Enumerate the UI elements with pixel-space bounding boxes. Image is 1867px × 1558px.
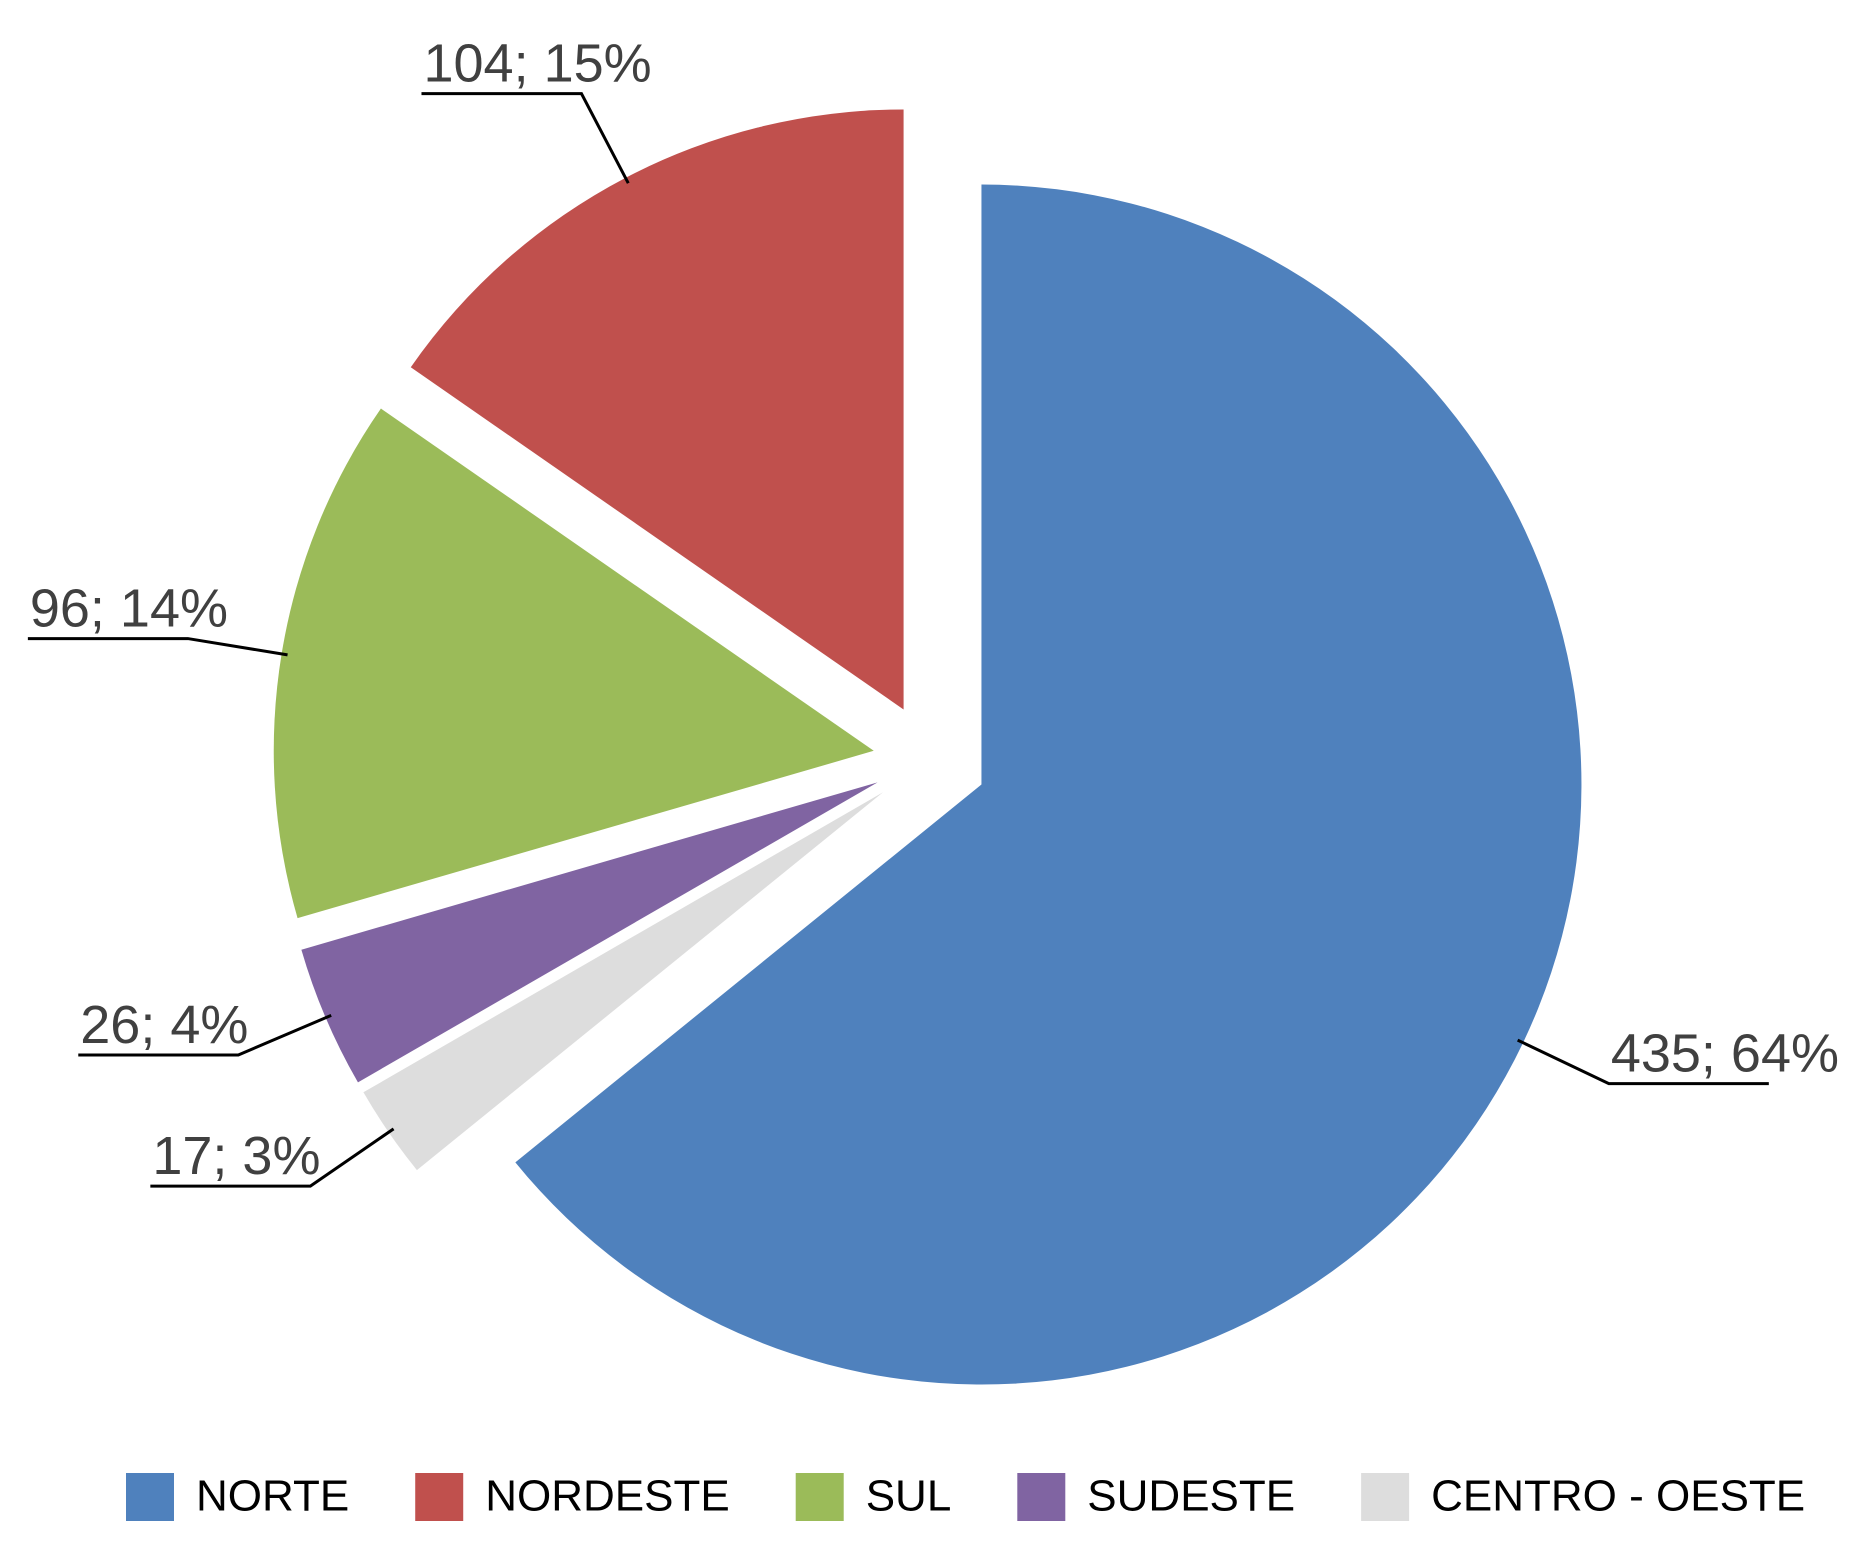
- pie-slice: [273, 408, 874, 919]
- pie-slice: [363, 792, 884, 1171]
- data-label: 26; 4%: [80, 995, 248, 1055]
- legend-label: NORTE: [196, 1472, 349, 1521]
- legend-label: NORDESTE: [485, 1472, 729, 1521]
- leader-line: [27, 637, 288, 657]
- legend-swatch: [415, 1473, 464, 1521]
- data-label: 96; 14%: [30, 579, 228, 639]
- legend-label: CENTRO - OESTE: [1431, 1472, 1805, 1521]
- leader-line: [78, 1014, 332, 1057]
- pie-slice: [410, 109, 904, 710]
- legend-swatch: [1361, 1473, 1410, 1521]
- data-label: 17; 3%: [152, 1126, 320, 1186]
- leader-line: [421, 92, 630, 184]
- data-label: 435; 64%: [1611, 1024, 1839, 1084]
- legend-label: SUDESTE: [1087, 1472, 1295, 1521]
- pie-slice: [301, 782, 878, 1083]
- leader-line: [150, 1127, 395, 1188]
- leader-line: [1517, 1038, 1769, 1086]
- legend-swatch: [126, 1473, 174, 1521]
- data-label: 104; 15%: [423, 34, 651, 94]
- legend-label: SUL: [866, 1472, 952, 1521]
- pie-slice: [515, 184, 1582, 1385]
- legend-swatch: [795, 1473, 844, 1521]
- legend-swatch: [1017, 1473, 1066, 1521]
